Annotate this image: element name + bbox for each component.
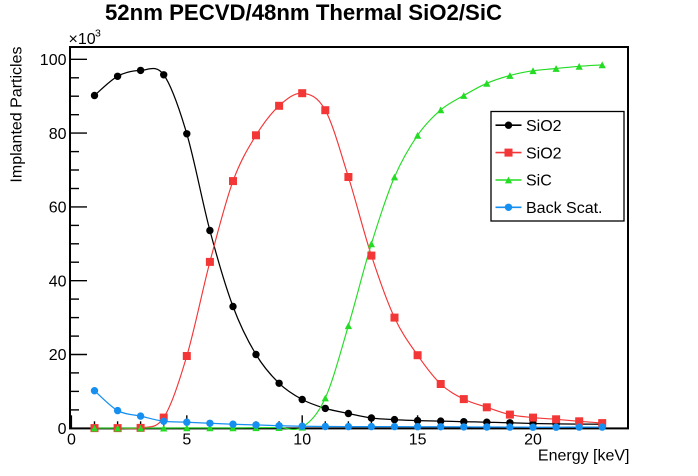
svg-text:60: 60: [49, 200, 67, 217]
svg-text:×10: ×10: [69, 31, 96, 48]
svg-text:SiO2: SiO2: [526, 145, 562, 162]
svg-text:0: 0: [58, 421, 67, 438]
svg-text:Energy [keV]: Energy [keV]: [538, 448, 630, 465]
svg-text:5: 5: [182, 432, 191, 449]
svg-text:SiC: SiC: [526, 173, 552, 190]
svg-text:Back Scat.: Back Scat.: [526, 200, 602, 217]
svg-text:3: 3: [95, 28, 101, 40]
svg-text:100: 100: [40, 52, 67, 69]
svg-text:SiO2: SiO2: [526, 118, 562, 135]
svg-text:10: 10: [293, 432, 311, 449]
svg-text:15: 15: [409, 432, 427, 449]
svg-text:52nm PECVD/48nm Thermal SiO2/S: 52nm PECVD/48nm Thermal SiO2/SiC: [105, 0, 502, 25]
svg-text:Implanted Particles: Implanted Particles: [9, 47, 26, 183]
svg-text:80: 80: [49, 126, 67, 143]
svg-text:20: 20: [524, 432, 542, 449]
svg-text:0: 0: [67, 432, 76, 449]
svg-text:40: 40: [49, 273, 67, 290]
svg-text:20: 20: [49, 347, 67, 364]
